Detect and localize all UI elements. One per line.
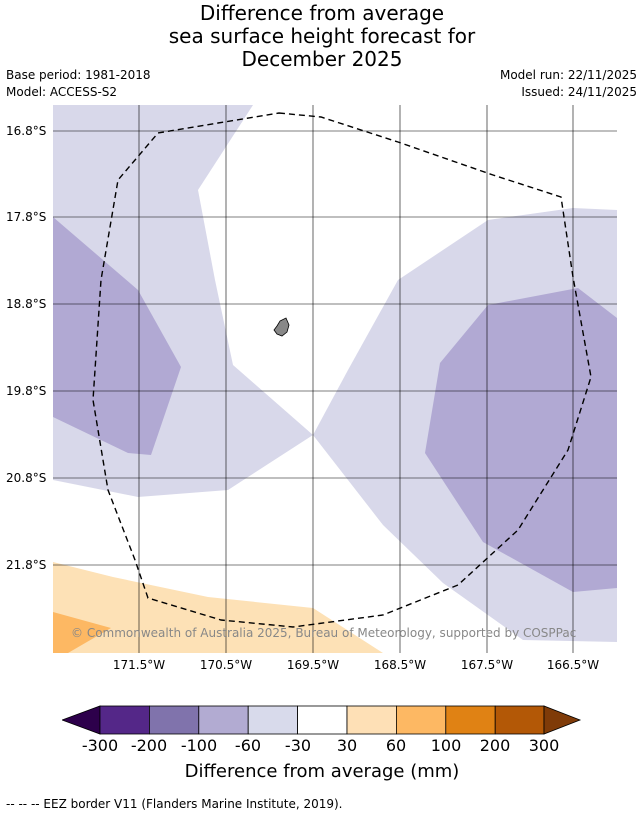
colorbar-tick: -60 [234, 736, 262, 755]
anomaly-region-sw-light-orange [53, 562, 383, 653]
issued-date: Issued: 24/11/2025 [521, 85, 637, 99]
colorbar-bin-5 [297, 705, 348, 735]
lat-label-20-8: 20.8°S [6, 471, 47, 485]
lon-label-168-5: 168.5°W [373, 658, 427, 672]
colorbar-bin-7 [395, 705, 447, 735]
colorbar-tick: -200 [130, 736, 168, 755]
map-svg [53, 105, 617, 653]
colorbar-label: Difference from average (mm) [184, 761, 460, 782]
colorbar-bin-8 [445, 705, 496, 735]
title-line-2: sea surface height forecast for [168, 24, 476, 48]
anomaly-region-west-medium [53, 217, 181, 455]
lat-label-21-8: 21.8°S [6, 558, 47, 572]
colorbar-tick: 200 [479, 736, 511, 755]
graticule [53, 105, 617, 653]
colorbar-bin-1 [99, 705, 150, 735]
colorbar-extend-low [62, 705, 101, 735]
colorbar-extend-high [543, 705, 582, 735]
colorbar-tick: -300 [81, 736, 119, 755]
lat-label-18-8: 18.8°S [6, 297, 47, 311]
colorbar-bin-9 [494, 705, 545, 735]
colorbar-tick: 100 [430, 736, 462, 755]
lon-label-171-5: 171.5°W [112, 658, 166, 672]
lon-label-166-5: 166.5°W [546, 658, 600, 672]
colorbar-tick: 300 [528, 736, 560, 755]
anomaly-region-sw-orange [53, 612, 111, 653]
model-run: Model run: 22/11/2025 [499, 68, 637, 82]
model-name: Model: ACCESS-S2 [6, 85, 118, 99]
title-line-3: December 2025 [241, 47, 403, 71]
lat-label-19-8: 19.8°S [6, 384, 47, 398]
colorbar-bin-6 [346, 705, 397, 735]
lon-label-167-5: 167.5°W [460, 658, 514, 672]
colorbar-tick: 60 [385, 736, 407, 755]
lat-label-17-8: 17.8°S [6, 210, 47, 224]
lon-label-169-5: 169.5°W [286, 658, 340, 672]
copyright-notice: © Commonwealth of Australia 2025, Bureau… [71, 626, 577, 640]
anomaly-region-east-medium [425, 288, 617, 592]
colorbar-bin-4 [247, 705, 298, 735]
lat-label-16-8: 16.8°S [6, 124, 47, 138]
lon-label-170-5: 170.5°W [199, 658, 253, 672]
colorbar-bin-3 [198, 705, 249, 735]
base-period: Base period: 1981-2018 [6, 68, 151, 82]
map-panel: © Commonwealth of Australia 2025, Bureau… [53, 105, 617, 653]
title-line-1: Difference from average [199, 1, 445, 25]
colorbar-tick: -100 [180, 736, 218, 755]
eez-legend: -- -- -- EEZ border V11 (Flanders Marine… [6, 797, 343, 811]
colorbar [62, 705, 582, 735]
colorbar-bin-2 [149, 705, 200, 735]
colorbar-tick: 30 [336, 736, 358, 755]
island-shape [273, 317, 290, 337]
colorbar-tick: -30 [284, 736, 312, 755]
